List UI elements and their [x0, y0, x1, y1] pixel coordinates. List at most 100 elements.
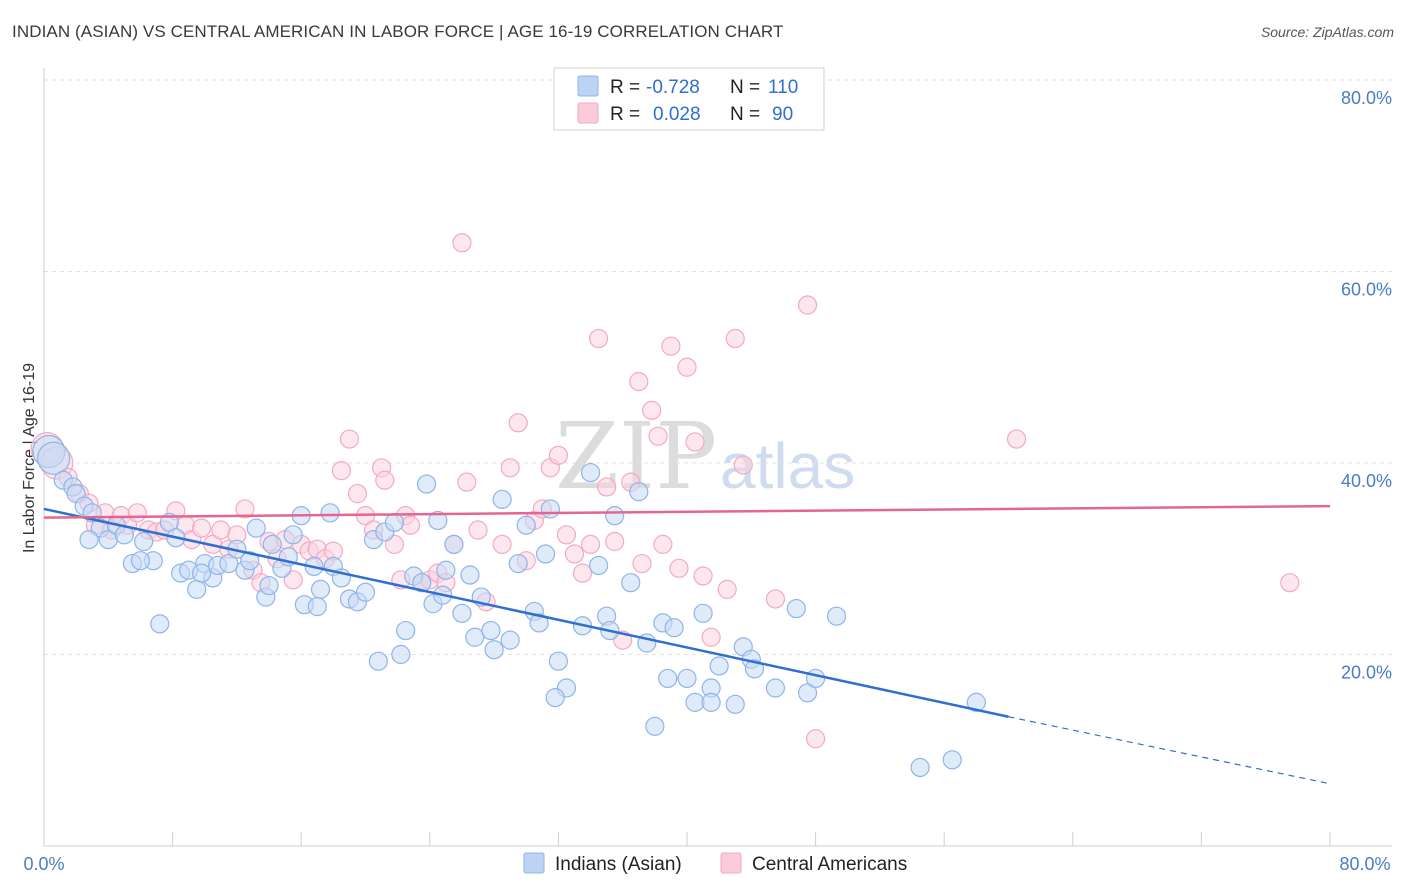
indians-asian-point-14: [150, 614, 170, 634]
legend-swatch-central: [577, 102, 599, 124]
central-americans-point-56: [508, 413, 528, 433]
indians-asian-point-23: [219, 553, 239, 574]
central-americans-point-17: [191, 518, 212, 538]
indians-asian-point-85: [664, 618, 684, 638]
indians-asian-point-90: [701, 692, 721, 712]
central-americans-point-44: [400, 515, 421, 535]
central-americans-point-82: [717, 579, 737, 599]
legend-n-label-2: N =: [730, 104, 760, 125]
central-americans-point-52: [468, 520, 488, 540]
indians-asian-point-64: [508, 553, 528, 574]
central-americans-point-55: [500, 458, 520, 478]
indians-asian-point-92: [725, 694, 745, 714]
x-tick-label-max: 80.0%: [1339, 854, 1390, 874]
indians-asian-point-96: [765, 678, 786, 698]
indians-asian-point-104: [79, 529, 99, 550]
central-americans-point-81: [701, 627, 721, 647]
indians-asian-point-77: [605, 506, 625, 526]
indians-asian-point-65: [516, 515, 536, 535]
indians-asian-point-29: [262, 534, 282, 554]
y-tick-label-60: 60.0%: [1341, 280, 1392, 300]
central-americans-point-28: [283, 570, 303, 590]
y-tick-label-80: 80.0%: [1341, 88, 1392, 108]
indians-asian-point-46: [384, 512, 405, 532]
indians-asian-point-48: [396, 620, 416, 641]
chart-title: INDIAN (ASIAN) VS CENTRAL AMERICAN IN LA…: [12, 22, 784, 41]
legend-r-value-1: -0.728: [646, 77, 700, 98]
indians-asian-point-50: [412, 573, 432, 593]
indians-asian-point-42: [355, 582, 376, 602]
central-americans-point-86: [797, 295, 818, 315]
indians-asian-point-32: [283, 525, 303, 545]
central-americans-point-68: [605, 531, 625, 552]
central-americans-point-35: [339, 429, 360, 449]
correlation-legend: R = -0.728 N = 110 R = 0.028 N = 90: [553, 67, 825, 131]
central-americans-point-61: [548, 445, 569, 465]
indians-asian-point-60: [481, 620, 501, 641]
legend-r-value-2: 0.028: [653, 104, 701, 125]
indians-asian-point-68: [535, 544, 556, 564]
indians-asian-point-82: [645, 716, 665, 736]
indians-asian-point-36: [310, 579, 331, 599]
central-americans-point-54: [492, 534, 512, 554]
indians-asian-point-44: [368, 651, 388, 671]
central-americans-point-10: [127, 503, 147, 523]
indians-asian-point-84: [658, 668, 678, 689]
indians-asian-point-67: [529, 613, 549, 633]
watermark: ZIP atlas: [555, 403, 855, 510]
indians-asian-point-19: [187, 579, 207, 599]
central-americans-point-83: [725, 328, 745, 349]
trend-line-indians: [43, 507, 1009, 718]
central-americans-point-89: [1280, 573, 1300, 593]
indians-asian-point-54: [436, 560, 456, 580]
y-tick-label-40: 40.0%: [1341, 471, 1392, 491]
indians-asian-point-70: [548, 651, 569, 671]
y-axis-label: In Labor Force | Age 16-19: [21, 363, 38, 553]
central-americans-point-36: [347, 484, 368, 504]
indians-asian-point-107: [259, 575, 279, 596]
indians-asian-point-69: [540, 499, 560, 519]
central-americans-point-77: [669, 558, 689, 578]
indians-asian-point-72: [545, 687, 565, 708]
central-americans-point-62: [556, 525, 577, 545]
x-axis-ticks: [43, 832, 1331, 846]
central-americans-point-72: [632, 553, 652, 574]
central-americans-point-76: [661, 336, 681, 356]
indians-asian-point-47: [391, 644, 411, 665]
bottom-legend-swatch-central: [720, 852, 742, 874]
central-americans-point-19: [211, 520, 231, 540]
indians-asian-point-101: [910, 757, 930, 778]
bottom-legend-label-central: Central Americans: [752, 854, 907, 875]
indians-asian-point-61: [484, 640, 504, 660]
indians-asian-point-56: [452, 603, 472, 623]
central-americans-point-79: [685, 432, 705, 452]
bottom-legend-label-indians: Indians (Asian): [555, 854, 682, 875]
legend-r-label-1: R =: [610, 77, 640, 98]
indians-asian-point-102: [942, 750, 962, 770]
legend-swatch-indians: [577, 75, 599, 97]
indians-asian-point-1: [37, 441, 71, 475]
central-americans-point-74: [648, 426, 668, 446]
indians-asian-point-86: [677, 668, 697, 689]
indians-asian-point-106: [191, 563, 212, 583]
central-americans-point-64: [572, 563, 593, 583]
indians-asian-point-91: [709, 656, 729, 676]
central-americans-point-73: [642, 400, 662, 420]
indians-asian-point-53: [428, 510, 448, 531]
indians-asian-point-97: [786, 598, 806, 619]
central-americans-point-66: [588, 328, 609, 349]
bottom-legend-swatch-indians: [523, 852, 545, 874]
x-tick-label-min: 0.0%: [23, 854, 64, 874]
central-americans-point-22: [235, 499, 255, 519]
indians-asian-point-51: [416, 474, 437, 494]
legend-r-label-2: R =: [610, 104, 640, 125]
chart-source: Source: ZipAtlas.com: [1260, 24, 1394, 40]
central-americans-point-88: [1006, 429, 1027, 449]
indians-asian-point-99: [805, 668, 826, 689]
indians-asian-point-88: [693, 603, 713, 623]
trend-lines: [43, 504, 1331, 785]
central-americans-point-34: [331, 461, 351, 481]
indians-asian-point-74: [580, 462, 601, 483]
central-americans-point-65: [580, 534, 601, 554]
central-americans-point-50: [452, 233, 472, 253]
